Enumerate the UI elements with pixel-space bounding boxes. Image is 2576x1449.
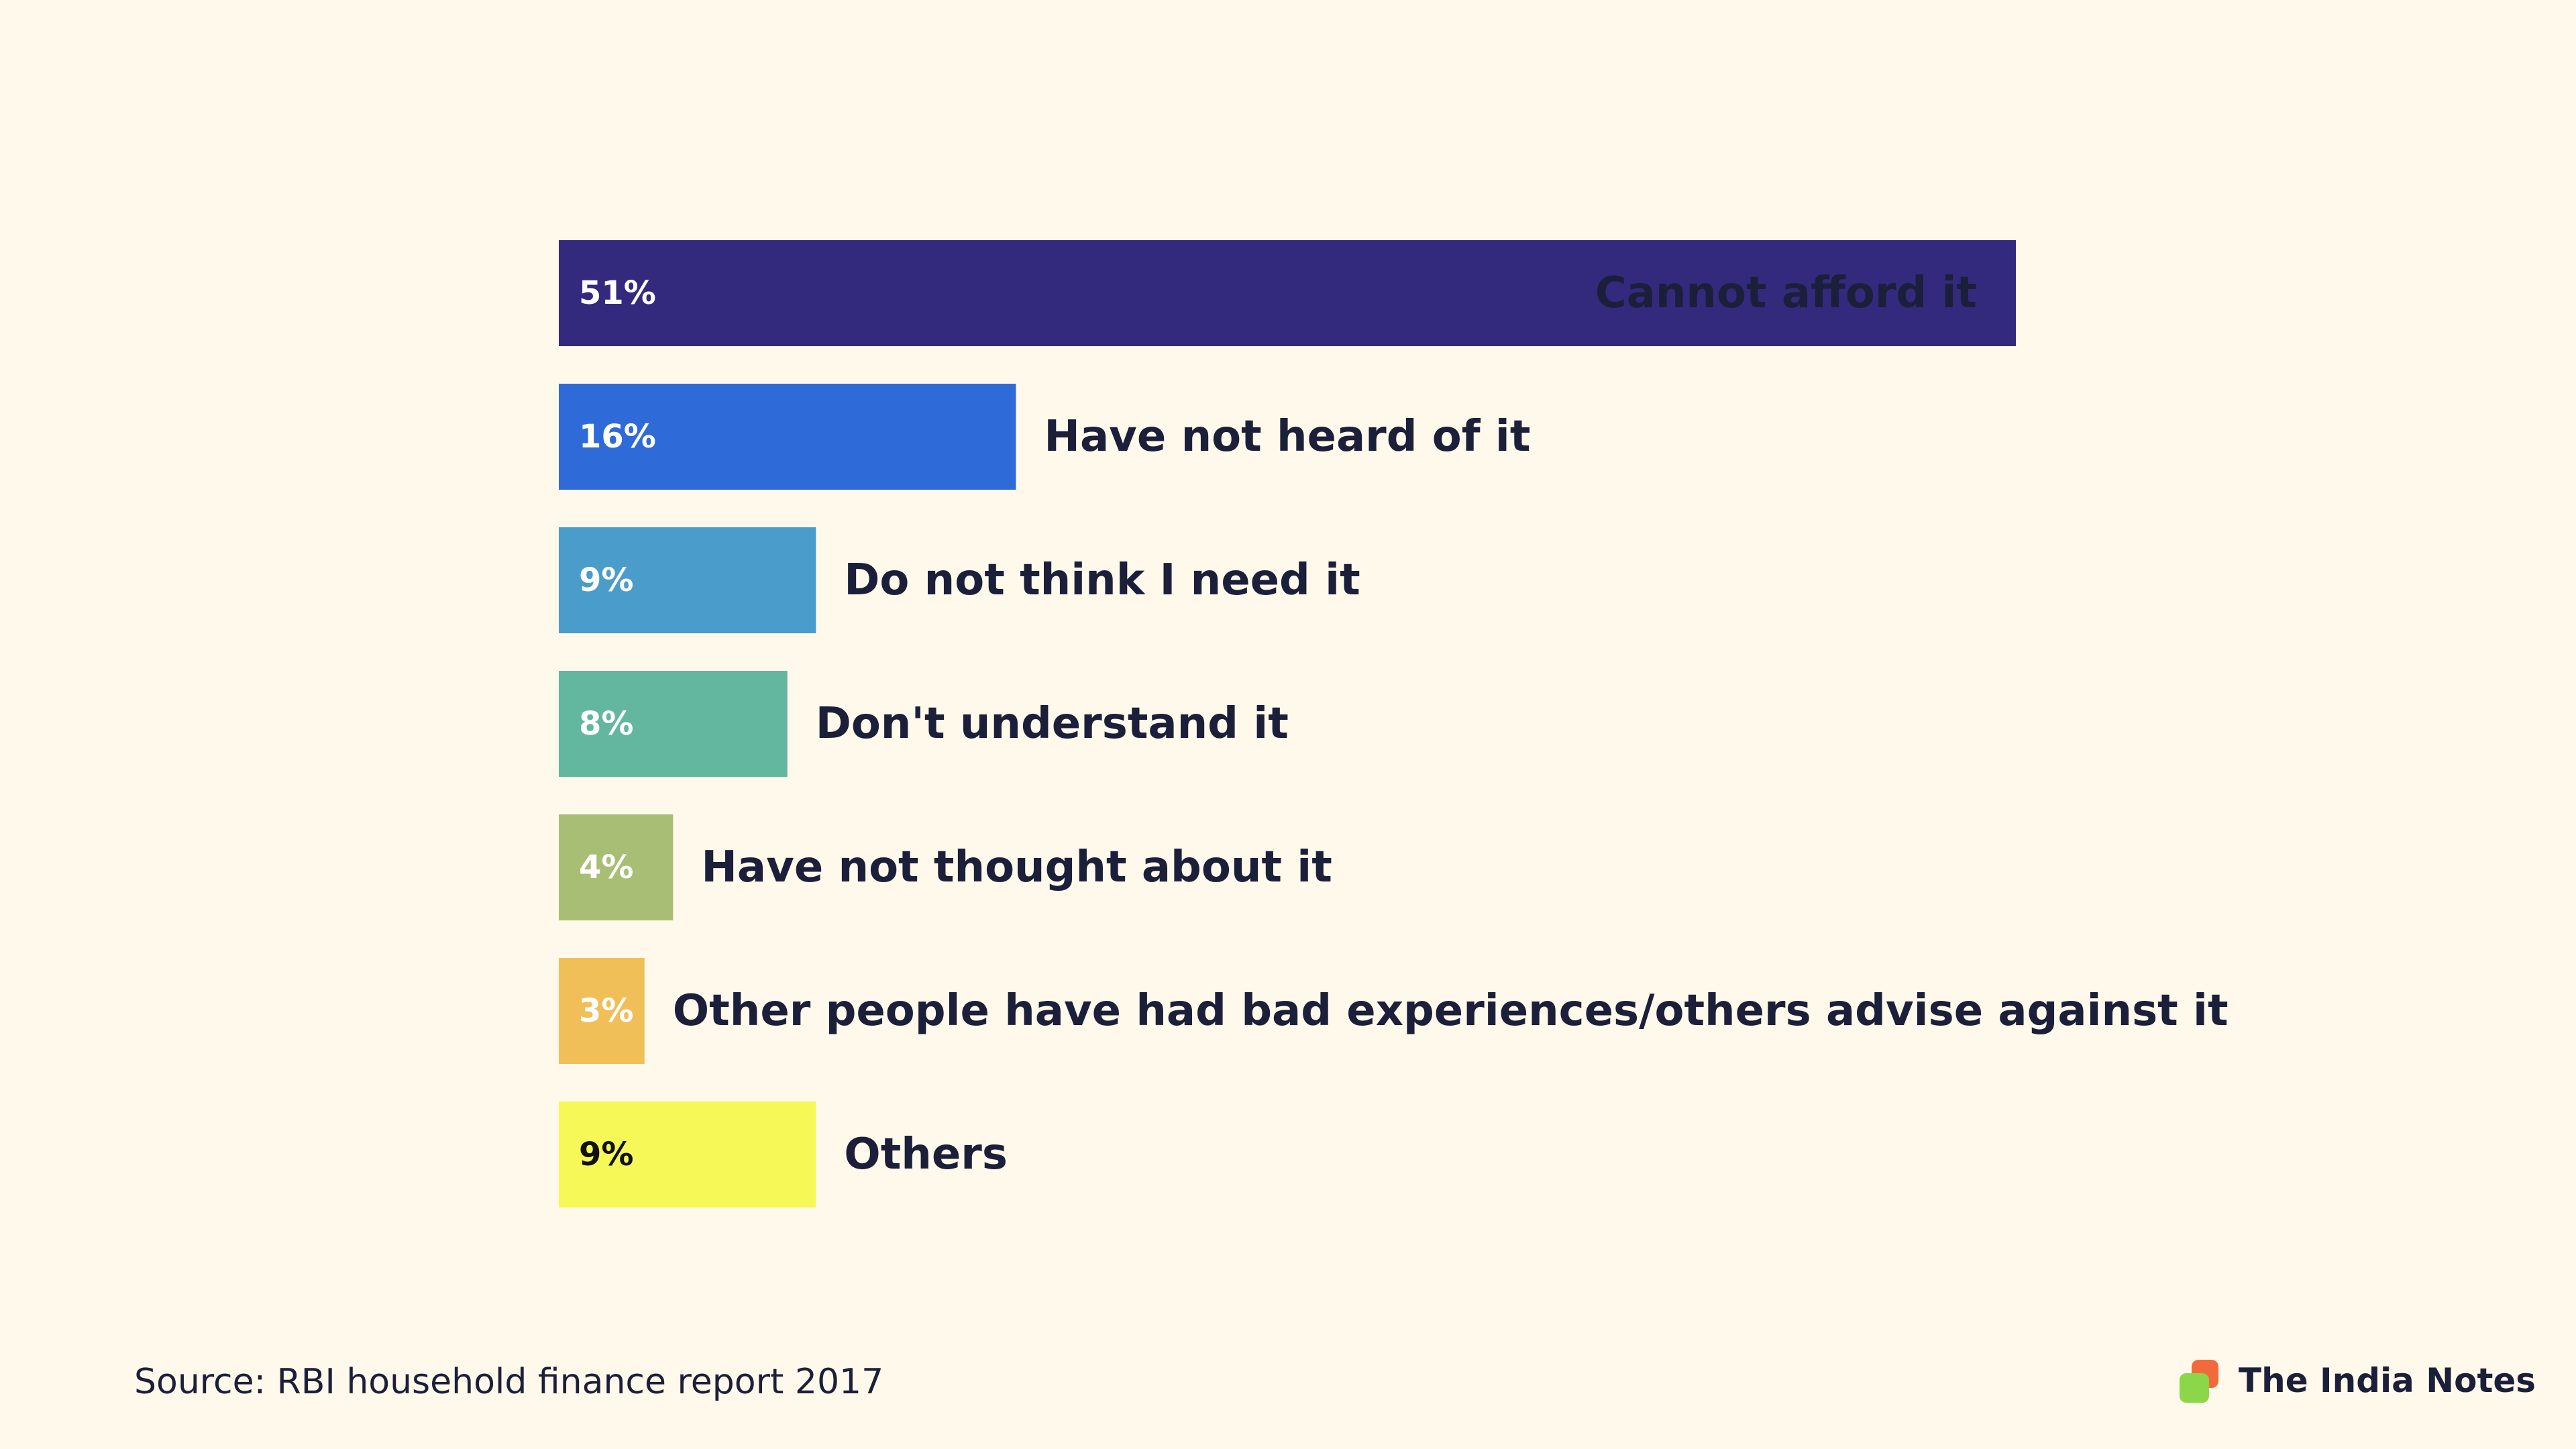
bar-category-label: Other people have had bad experiences/ot…	[673, 986, 2229, 1036]
brand-name: The India Notes	[2239, 1361, 2536, 1400]
bar-value-label: 3%	[579, 992, 634, 1030]
bar-category-label: Do not think I need it	[844, 555, 1360, 605]
bar	[559, 527, 816, 633]
bar	[559, 384, 1016, 490]
source-note: Source: RBI household finance report 201…	[134, 1362, 884, 1402]
brand[interactable]: The India Notes	[2177, 1357, 2536, 1404]
bar	[559, 671, 788, 777]
bar-value-label: 51%	[579, 274, 656, 312]
bar	[559, 814, 674, 920]
bar-value-label: 9%	[579, 1136, 634, 1173]
bar-value-label: 4%	[579, 849, 634, 886]
bar-category-label: Don't understand it	[816, 699, 1289, 749]
brand-logo-icon	[2177, 1357, 2221, 1404]
bar-category-label: Have not thought about it	[701, 843, 1332, 892]
bar	[559, 958, 645, 1064]
bar-category-label: Cannot afford it	[1595, 268, 1977, 318]
bar-category-label: Others	[844, 1130, 1008, 1179]
bar	[559, 240, 2016, 346]
bar-value-label: 9%	[579, 561, 634, 599]
bar	[559, 1102, 816, 1208]
bar-value-label: 8%	[579, 705, 634, 743]
bar-category-label: Have not heard of it	[1044, 412, 1530, 462]
bar-value-label: 16%	[579, 418, 656, 455]
